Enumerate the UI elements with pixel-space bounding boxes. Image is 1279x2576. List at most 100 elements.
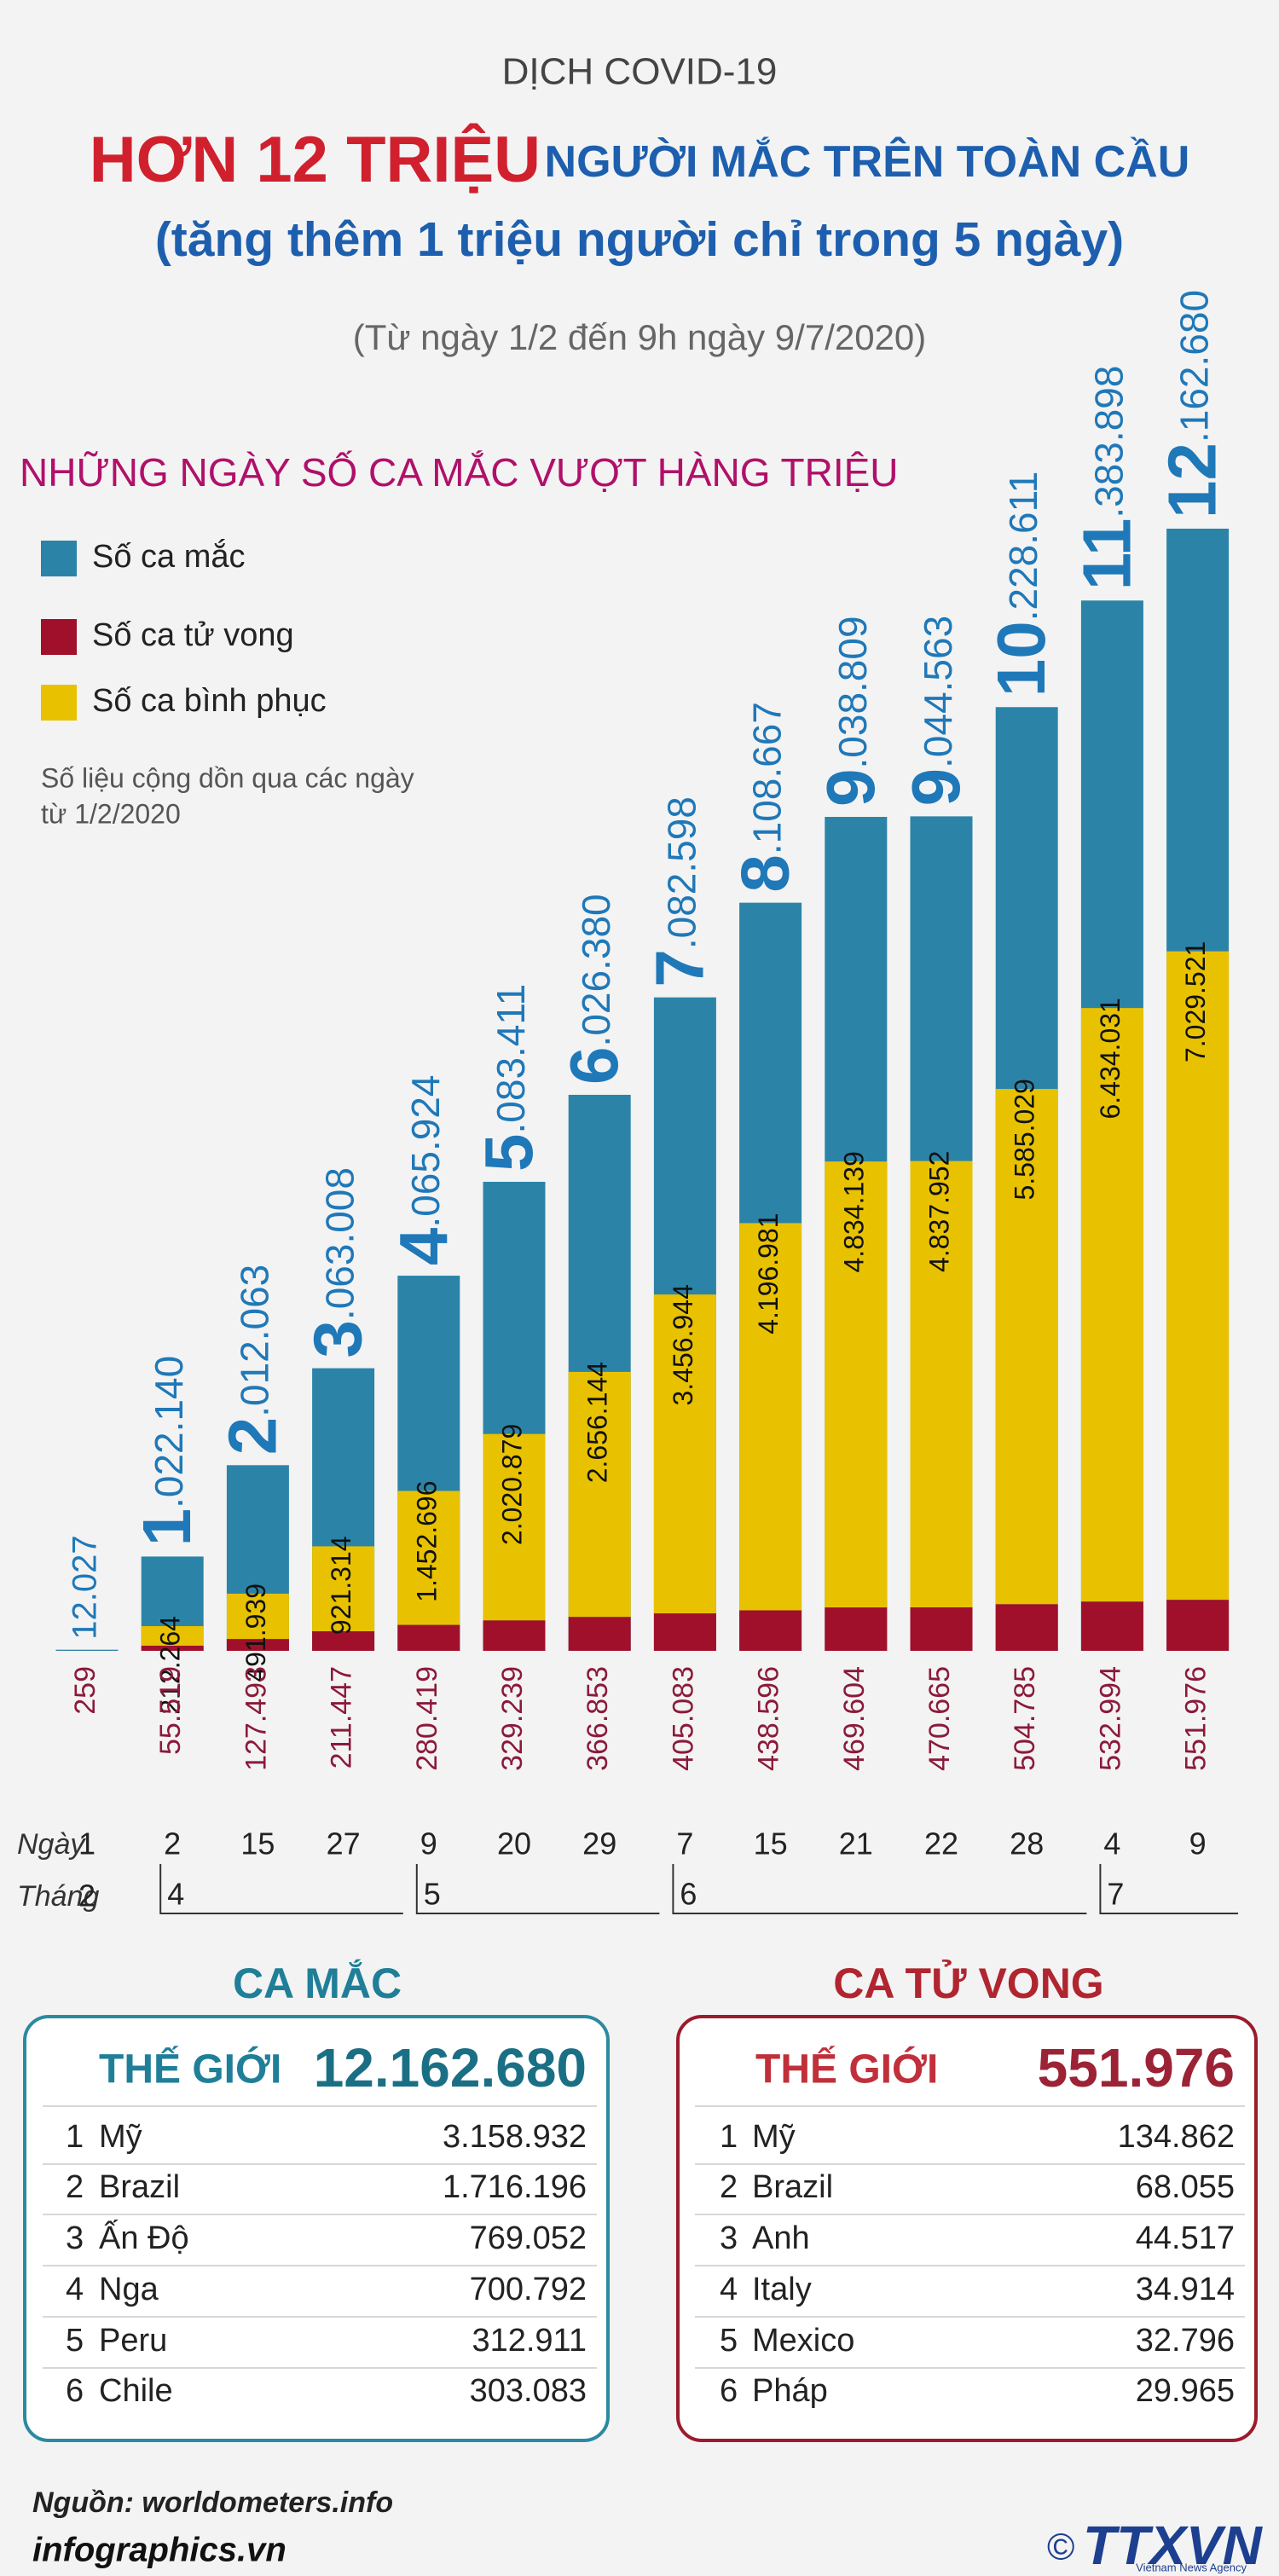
bar-cases	[55, 1649, 119, 1651]
country: Pháp	[752, 2373, 828, 2409]
source: Nguồn: worldometers.info	[32, 2486, 393, 2519]
bar-recovered	[995, 1089, 1058, 1605]
recovered-label: 1.452.696	[411, 1480, 442, 1601]
bar-deaths	[825, 1607, 888, 1651]
x-tick-label: 22	[924, 1826, 958, 1861]
copyright: ©	[1047, 2527, 1074, 2568]
deaths-label: 551.976	[1180, 1666, 1212, 1771]
recovered-label: 212.264	[155, 1616, 186, 1715]
legend-swatch	[41, 619, 77, 655]
cases-label-major: 3	[300, 1320, 376, 1358]
rank: 2	[66, 2169, 84, 2205]
deaths-label: 259	[69, 1666, 101, 1715]
cases-box	[23, 2015, 610, 2442]
cases-label: 7.082.598	[642, 796, 718, 987]
cases-label: 12.162.680	[1155, 290, 1230, 518]
recovered-label: 2.656.144	[582, 1362, 613, 1483]
country: Peru	[99, 2323, 167, 2359]
bar-deaths	[483, 1620, 546, 1651]
subtitle: (tăng thêm 1 triệu người chỉ trong 5 ngà…	[155, 212, 1124, 267]
logo-subtitle: Vietnam News Agency	[1136, 2561, 1247, 2573]
country-value: 312.911	[472, 2323, 587, 2359]
section-title: NHỮNG NGÀY SỐ CA MẮC VƯỢT HÀNG TRIỆU	[20, 450, 899, 495]
month-bracket	[415, 1864, 660, 1914]
deaths-label: 329.239	[496, 1666, 529, 1771]
x-tick-label: 2	[164, 1826, 181, 1861]
cases-label-major: 12	[1155, 443, 1230, 518]
cases-label-major: 11	[1069, 518, 1145, 591]
cases-label: 6.026.380	[556, 894, 632, 1085]
country: Mỹ	[752, 2119, 796, 2155]
country: Ấn Độ	[99, 2219, 189, 2256]
rank: 3	[720, 2220, 738, 2256]
country-value: 1.716.196	[443, 2169, 587, 2205]
rank: 5	[66, 2323, 84, 2359]
country: Mỹ	[99, 2119, 142, 2155]
cases-label: 1.022.140	[129, 1356, 205, 1547]
cases-label-major: 10	[983, 621, 1059, 697]
country-value: 32.796	[1136, 2323, 1235, 2359]
recovered-label: 5.585.029	[1010, 1079, 1040, 1200]
x-tick-label: 4	[1103, 1826, 1120, 1861]
deaths-label: 405.083	[667, 1666, 699, 1771]
bar-recovered	[568, 1371, 631, 1618]
title-line: HƠN 12 TRIỆU NGƯỜI MẮC TRÊN TOÀN CẦU	[90, 123, 1190, 196]
recovered-label: 2.020.879	[496, 1424, 527, 1545]
x-tick-label: 29	[582, 1826, 616, 1861]
bar-recovered	[910, 1161, 973, 1608]
bar-recovered	[1080, 1008, 1143, 1602]
x-tick-label: 15	[240, 1826, 275, 1861]
cases-label-minor: .063.008	[318, 1167, 362, 1320]
recovered-label: 4.196.981	[753, 1213, 784, 1334]
cases-label-major: 9	[813, 769, 888, 808]
country-value: 303.083	[470, 2373, 587, 2409]
bar-deaths	[397, 1624, 460, 1651]
recovered-label: 921.314	[326, 1536, 356, 1635]
world-value: 12.162.680	[314, 2037, 587, 2098]
deaths-label: 55.519	[154, 1666, 187, 1755]
cases-label-minor: .044.563	[916, 616, 960, 768]
cases-label-major: 9	[898, 768, 974, 807]
title-highlight: HƠN 12 TRIỆU	[90, 123, 541, 196]
x-tick-label: 7	[676, 1826, 693, 1861]
world-label: THẾ GIỚI	[99, 2046, 281, 2093]
bar-deaths	[1080, 1601, 1143, 1651]
cases-box-title: CA MẮC	[233, 1959, 402, 2007]
bar-recovered	[226, 1593, 289, 1640]
cases-label-minor: .228.611	[1001, 472, 1045, 622]
deaths-box-title: CA TỬ VONG	[833, 1959, 1103, 2007]
legend-label: Số ca tử vong	[92, 617, 294, 653]
bar-recovered	[1166, 951, 1230, 1601]
cases-label: 12.027	[67, 1535, 104, 1639]
deaths-label: 280.419	[411, 1666, 443, 1771]
country-value: 68.055	[1136, 2169, 1235, 2205]
cases-label-minor: .026.380	[574, 894, 618, 1046]
note-line: Số liệu cộng dồn qua các ngày	[41, 762, 414, 793]
rank: 6	[720, 2373, 738, 2409]
x-tick-label: 20	[497, 1826, 531, 1861]
x-tick-label: 28	[1010, 1826, 1044, 1861]
rank: 5	[720, 2323, 738, 2359]
bar-recovered	[483, 1433, 546, 1621]
rank: 1	[66, 2119, 84, 2155]
x-tick-label: 15	[754, 1826, 788, 1861]
day-axis-label: Ngày	[17, 1828, 86, 1861]
country-value: 29.965	[1136, 2373, 1235, 2409]
cases-label: 3.063.008	[300, 1167, 376, 1358]
cases-label-major: 4	[385, 1227, 461, 1265]
month-bracket	[672, 1864, 1087, 1914]
bar-deaths	[910, 1607, 973, 1651]
country-value: 3.158.932	[443, 2119, 587, 2155]
rank: 4	[66, 2272, 84, 2307]
legend-label: Số ca mắc	[92, 538, 246, 575]
world-label: THẾ GIỚI	[755, 2046, 938, 2093]
cases-label: 8.108.667	[727, 702, 803, 893]
deaths-label: 211.447	[326, 1666, 358, 1768]
month-label: 4	[167, 1877, 184, 1912]
bar-deaths	[226, 1639, 289, 1651]
note-line: từ 1/2/2020	[41, 798, 181, 829]
bar-deaths	[995, 1604, 1058, 1651]
country: Mexico	[752, 2323, 854, 2359]
month-label: 6	[680, 1877, 697, 1912]
month-label: 2	[78, 1878, 95, 1913]
